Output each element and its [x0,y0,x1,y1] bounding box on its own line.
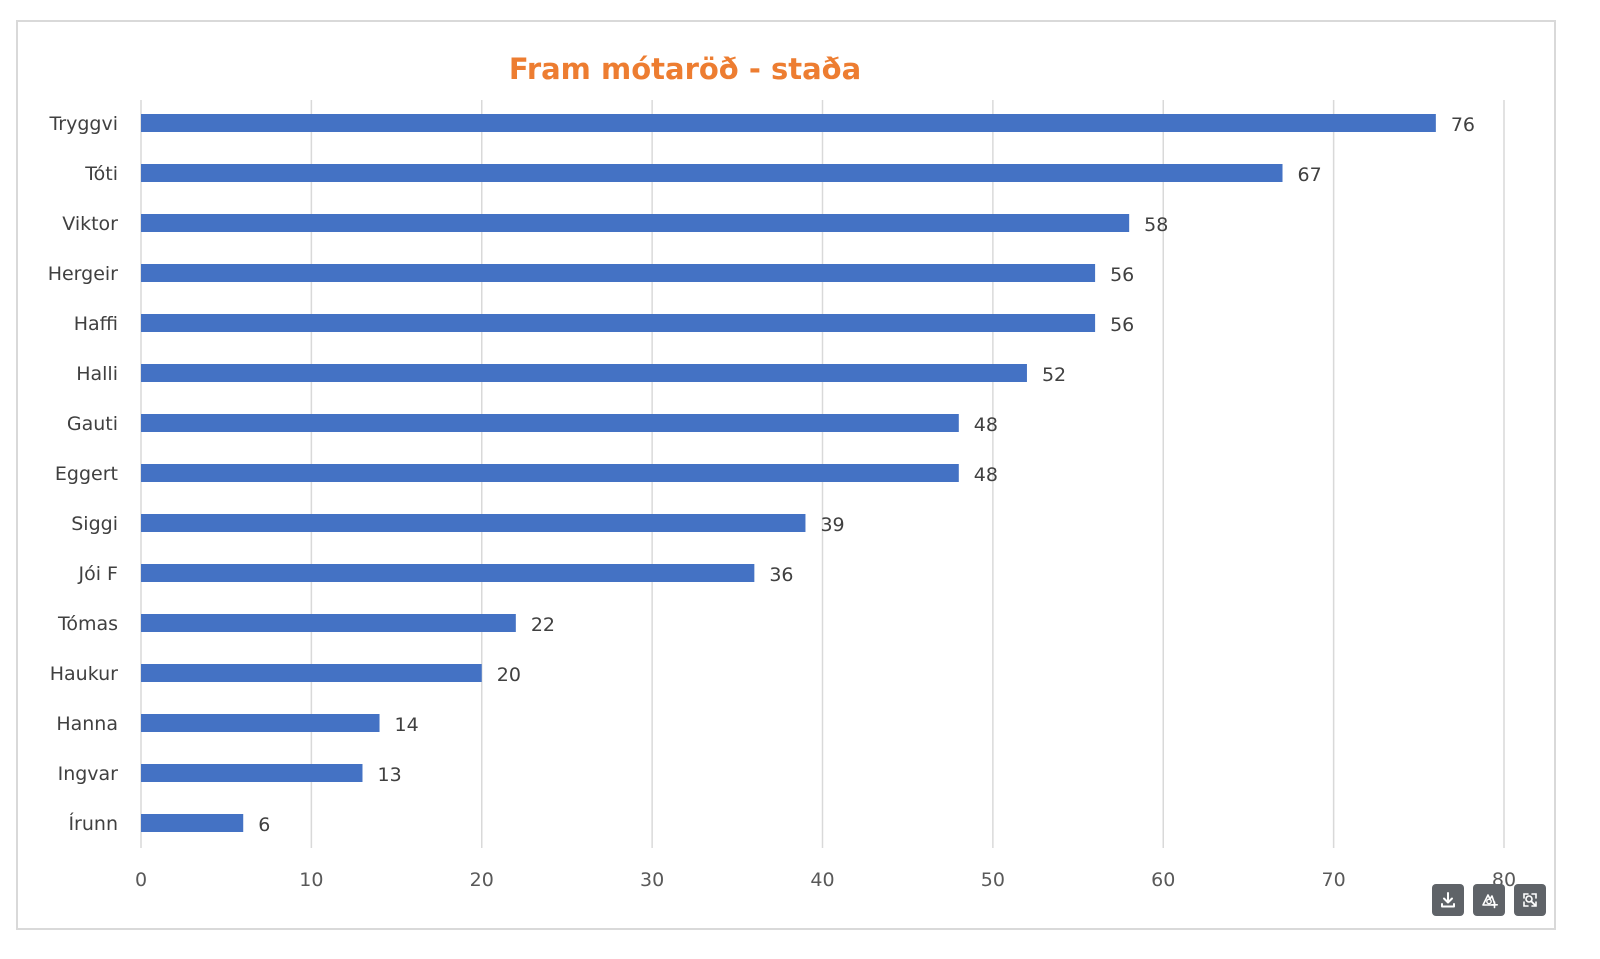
data-label: 58 [1144,214,1168,236]
chart-title: Fram mótaröð - staða [508,52,862,86]
data-label: 56 [1110,314,1134,336]
category-label: Jói F [78,563,118,585]
chart-toolbar [1432,884,1546,916]
screenshot-icon [1479,890,1499,910]
category-label: Tóti [84,163,118,185]
bar [141,214,1130,232]
data-label: 22 [531,614,555,636]
bar [141,264,1096,282]
category-label: Siggi [71,513,118,535]
bar [141,564,755,582]
bar [141,614,516,632]
screenshot-button[interactable] [1473,884,1505,916]
data-label: 48 [974,414,998,436]
bar [141,764,363,782]
bar [141,414,959,432]
category-label: Haukur [50,663,118,685]
category-label: Tryggvi [48,113,118,135]
category-label: Halli [76,363,118,385]
category-label: Hergeir [48,263,118,285]
x-tick-label: 30 [640,869,664,891]
download-icon [1438,890,1458,910]
bar [141,314,1096,332]
x-tick-label: 10 [299,869,323,891]
data-label: 67 [1298,164,1322,186]
download-button[interactable] [1432,884,1464,916]
category-label: Eggert [55,463,118,485]
data-label: 48 [974,464,998,486]
data-label: 52 [1042,364,1066,386]
category-label: Ingvar [58,763,119,785]
x-tick-label: 70 [1322,869,1346,891]
category-label: Gauti [67,413,118,435]
data-label: 76 [1451,114,1475,136]
x-tick-label: 60 [1151,869,1175,891]
data-label: 20 [497,664,521,686]
category-label: Hanna [56,713,118,735]
x-tick-label: 50 [981,869,1005,891]
category-label: Írunn [68,812,118,835]
bar [141,714,380,732]
data-label: 14 [395,714,419,736]
data-label: 56 [1110,264,1134,286]
data-label: 13 [377,764,401,786]
x-tick-label: 20 [470,869,494,891]
bar [141,364,1027,382]
category-label: Tómas [57,613,118,635]
x-tick-label: 40 [810,869,834,891]
bar [141,114,1436,132]
x-tick-label: 0 [135,869,147,891]
bar [141,164,1283,182]
bar [141,464,959,482]
bar [141,514,806,532]
bar [141,814,244,832]
magnify-icon [1520,890,1540,910]
bar [141,664,482,682]
category-label: Haffi [74,313,118,335]
data-label: 39 [820,514,844,536]
magnify-button[interactable] [1514,884,1546,916]
data-label: 36 [769,564,793,586]
category-label: Viktor [62,213,118,235]
data-label: 6 [258,814,270,836]
